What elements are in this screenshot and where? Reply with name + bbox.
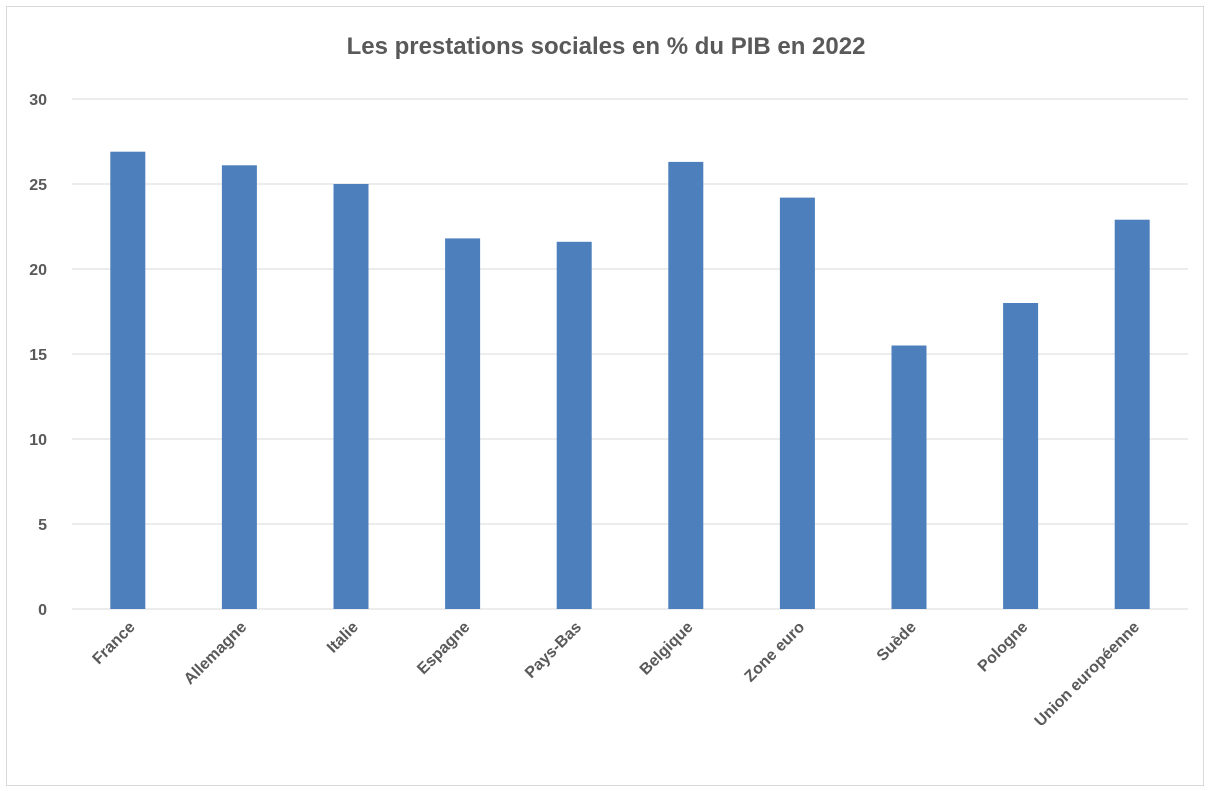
x-category-label: Pologne: [975, 619, 1032, 676]
x-category-label: Suède: [874, 619, 920, 665]
x-category-label: Allemagne: [181, 619, 250, 688]
bar-italie: [333, 184, 369, 609]
y-axis-tick-labels: 0 5 10 15 20 25 30: [29, 92, 47, 619]
x-category-label: Zone euro: [742, 619, 809, 686]
x-category-label: Italie: [324, 619, 362, 657]
bars: [110, 151, 1150, 610]
bar-allemagne: [221, 165, 257, 610]
chart-title: Les prestations sociales en % du PIB en …: [346, 33, 866, 60]
bar-zone-euro: [779, 197, 815, 609]
bar-union-européenne: [1114, 219, 1150, 609]
y-tick-label: 20: [29, 262, 47, 279]
bar-pays-bas: [556, 241, 592, 610]
y-tick-label: 15: [29, 347, 47, 364]
x-category-label: France: [90, 619, 139, 668]
y-tick-label: 0: [38, 602, 47, 619]
x-category-label: Union européenne: [1032, 619, 1143, 730]
gridlines: [72, 98, 1188, 610]
bar-france: [110, 151, 146, 609]
x-category-label: Belgique: [637, 619, 697, 679]
bar-suède: [891, 345, 927, 609]
x-axis-category-labels: France Allemagne Italie Espagne Pays-Bas Belg…: [90, 619, 1144, 730]
bar-pologne: [1003, 303, 1039, 609]
y-tick-label: 5: [38, 517, 47, 534]
bar-espagne: [445, 238, 481, 609]
x-category-label: Espagne: [414, 619, 473, 678]
y-tick-label: 10: [29, 432, 47, 449]
y-tick-label: 25: [29, 177, 47, 194]
x-category-label: Pays-Bas: [522, 619, 585, 682]
bar-belgique: [668, 161, 704, 609]
y-tick-label: 30: [29, 92, 47, 109]
